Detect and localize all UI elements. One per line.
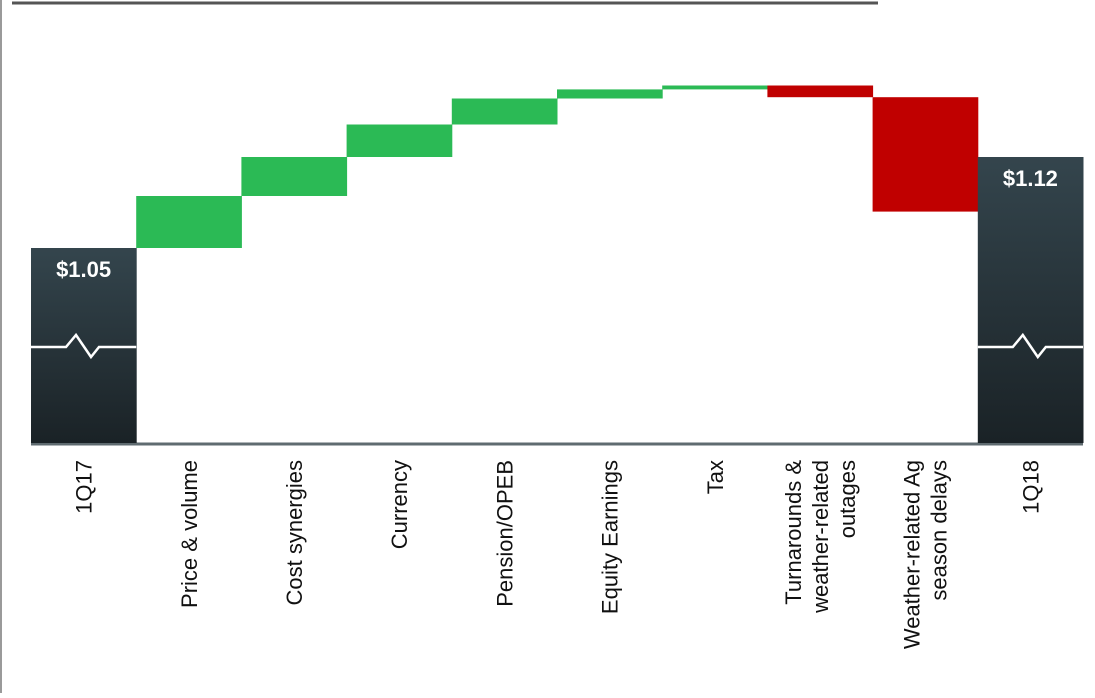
bar-price-volume	[136, 196, 242, 248]
bar-turnarounds-weather-related-outages	[767, 85, 874, 98]
x-tick-label-tax: Tax	[703, 460, 728, 494]
x-tick-label-pension-opeb: Pension/OPEB	[492, 460, 517, 607]
bar-weather-related-ag-season-delays	[872, 97, 979, 212]
bar-pension-opeb	[451, 98, 558, 125]
total-value-label-1q17: $1.05	[56, 257, 111, 282]
x-tick-label-line: outages	[835, 460, 860, 538]
x-tick-label-turnarounds-weather-related-outages: Turnarounds & weather-related outages	[781, 460, 860, 614]
x-tick-label-line: season delays	[927, 460, 952, 601]
x-tick-label-cost-synergies: Cost synergies	[282, 460, 307, 606]
x-tick-label-line: Equity Earnings	[598, 460, 623, 614]
total-value-label-1q18: $1.12	[1003, 166, 1058, 191]
bar-equity-earnings	[557, 89, 663, 99]
x-tick-label-line: Price & volume	[177, 460, 202, 608]
bar-currency	[346, 124, 453, 157]
bar-cost-synergies	[241, 157, 348, 196]
x-tick-label-price-volume: Price & volume	[177, 460, 202, 608]
x-tick-label-1q17: 1Q17	[72, 460, 97, 514]
x-tick-label-line: 1Q18	[1018, 460, 1043, 514]
x-tick-label-line: 1Q17	[72, 460, 97, 514]
x-tick-label-line: Currency	[387, 460, 412, 549]
bar-1q18	[977, 157, 1084, 443]
x-tick-label-line: Weather-related Ag	[900, 460, 925, 649]
axis-break-icon	[31, 332, 137, 360]
x-tick-label-line: weather-related	[808, 460, 833, 614]
x-tick-label-line: Turnarounds &	[781, 460, 806, 605]
bar-tax	[662, 85, 768, 90]
x-tick-label-line: Pension/OPEB	[492, 460, 517, 607]
x-tick-label-line: Tax	[703, 460, 728, 494]
axis-break-icon	[977, 332, 1083, 360]
x-tick-label-weather-related-ag-season-delays: Weather-related Ag season delays	[900, 460, 952, 649]
x-tick-label-1q18: 1Q18	[1018, 460, 1043, 514]
x-tick-label-currency: Currency	[387, 460, 412, 549]
x-tick-label-equity-earnings: Equity Earnings	[598, 460, 623, 614]
x-tick-label-line: Cost synergies	[282, 460, 307, 606]
